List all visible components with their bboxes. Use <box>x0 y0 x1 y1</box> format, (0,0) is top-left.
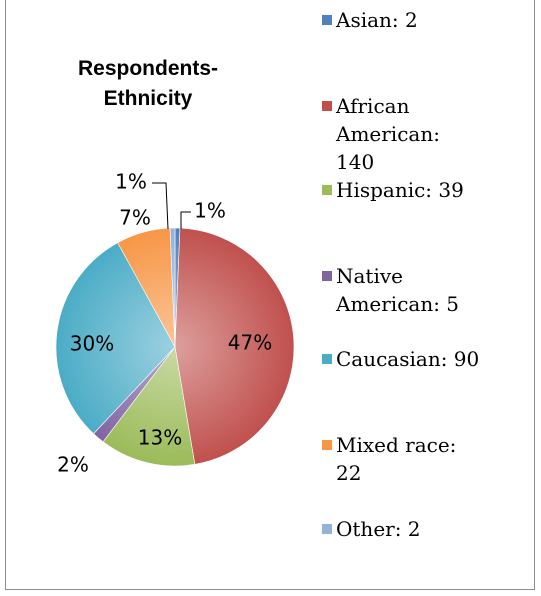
legend-swatch-african-american <box>322 101 332 111</box>
legend-swatch-caucasian <box>322 354 332 364</box>
legend-swatch-hispanic <box>322 185 332 195</box>
legend-swatch-native-american <box>322 271 332 281</box>
legend-label-other: Other: 2 <box>336 517 421 541</box>
chart-title-line-2: Ethnicity <box>103 87 193 110</box>
pie-slice-other <box>169 227 176 348</box>
legend-label-native-american: Native American: 5 <box>336 264 460 316</box>
legend-label-mixed-race: Mixed race: 22 <box>336 433 457 485</box>
chart-title: Respondents- Ethnicity <box>48 54 248 114</box>
legend-label-hispanic: Hispanic: 39 <box>336 178 464 202</box>
leader-line-asian <box>180 211 191 229</box>
chart-title-line-1: Respondents- <box>77 57 218 80</box>
pie-slice-african-american <box>174 227 295 465</box>
legend-swatch-asian <box>322 15 332 25</box>
legend-swatch-mixed-race <box>322 440 332 450</box>
pie-slice-hispanic <box>102 346 196 467</box>
leader-line-other <box>152 182 169 230</box>
legend-label-african-american: African American: 140 <box>336 94 440 174</box>
slice-label-asian: 1% <box>194 199 226 223</box>
slice-label-other: 1% <box>115 170 147 194</box>
pie-slice-caucasian <box>55 242 176 435</box>
slice-label-hispanic: 13% <box>138 426 182 450</box>
legend-label-asian: Asian: 2 <box>336 8 418 32</box>
slice-label-caucasian: 30% <box>70 332 114 356</box>
slice-label-african-american: 47% <box>228 331 272 355</box>
slice-label-native-american: 2% <box>57 453 89 477</box>
legend-swatch-other <box>322 524 332 534</box>
legend-label-caucasian: Caucasian: 90 <box>336 347 480 371</box>
slice-label-mixed-race: 7% <box>119 206 151 230</box>
